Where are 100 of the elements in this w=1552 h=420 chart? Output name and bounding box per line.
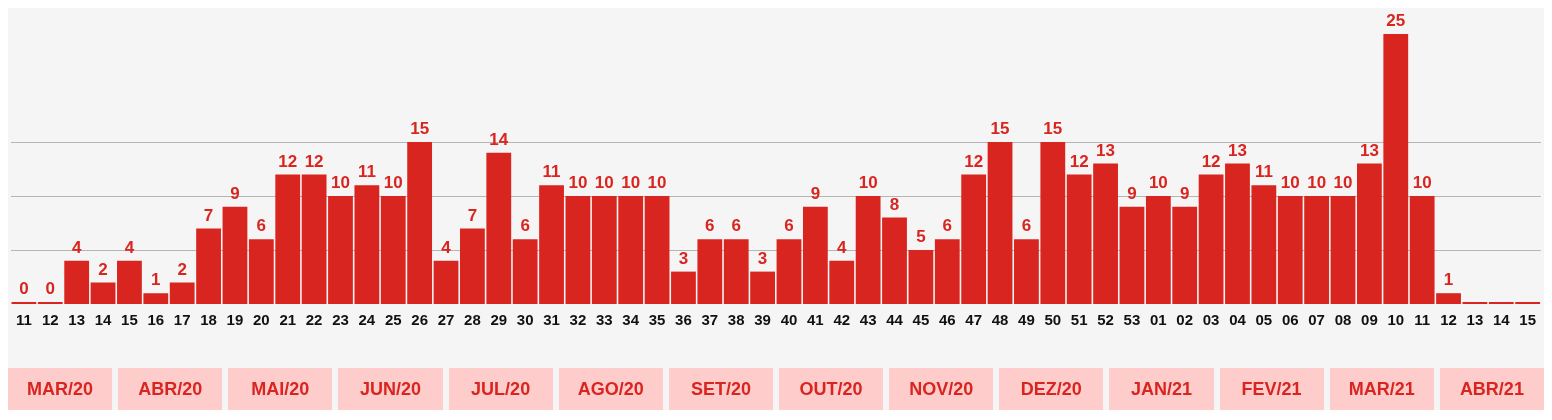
bar: [1119, 206, 1145, 304]
bar: [644, 196, 670, 304]
x-tick-label: 05: [1255, 311, 1273, 329]
x-tick-label: 21: [279, 311, 297, 329]
data-label: 10: [1412, 173, 1432, 193]
x-tick-label: 18: [200, 311, 217, 329]
data-label: 3: [678, 248, 689, 268]
x-tick-label: 19: [226, 311, 244, 329]
x-tick-label: 39: [754, 311, 771, 329]
data-label: 7: [203, 205, 214, 225]
bar: [565, 196, 591, 304]
x-tick-label: 44: [886, 311, 904, 329]
x-tick-label: 51: [1070, 311, 1088, 329]
text: AGO/20: [577, 378, 644, 400]
bar: [90, 282, 116, 304]
data-label: 12: [1069, 151, 1089, 171]
x-tick-label: 07: [1308, 311, 1325, 329]
data-label: 6: [731, 216, 741, 236]
data-label: 25: [1386, 11, 1406, 31]
bar: [987, 142, 1013, 304]
text: JUN/20: [359, 378, 421, 400]
text: JUL/20: [471, 378, 531, 400]
x-tick-label: 09: [1361, 311, 1378, 329]
text: MAR/21: [1348, 378, 1415, 400]
x-tick-label: 43: [859, 311, 877, 329]
data-label: 10: [647, 173, 667, 193]
x-tick-label: 38: [727, 311, 745, 329]
data-label: 15: [990, 119, 1010, 139]
text: JAN/21: [1130, 378, 1192, 400]
data-label: 1: [1443, 270, 1454, 290]
data-label: 10: [594, 173, 614, 193]
x-tick-label: 03: [1202, 311, 1220, 329]
text: MAI/20: [251, 378, 310, 400]
data-label: 7: [467, 205, 478, 225]
data-label: 10: [621, 173, 641, 193]
data-label: 4: [71, 237, 82, 257]
text: FEV/21: [1241, 378, 1302, 400]
x-tick-label: 35: [648, 311, 666, 329]
x-tick-label: 53: [1123, 311, 1141, 329]
x-tick-label: 01: [1149, 311, 1167, 329]
data-label: 4: [124, 237, 135, 257]
x-tick-label: 13: [1466, 311, 1484, 329]
data-label: 2: [177, 259, 187, 279]
x-tick-label: 34: [622, 311, 640, 329]
data-label: 6: [256, 216, 267, 236]
x-tick-label: 48: [991, 311, 1009, 329]
data-label: 10: [858, 173, 878, 193]
data-label: 10: [1333, 173, 1353, 193]
data-label: 8: [889, 194, 900, 214]
data-label: 10: [383, 173, 403, 193]
data-label: 4: [837, 237, 848, 257]
x-tick-label: 40: [780, 311, 798, 329]
x-tick-label: 17: [173, 311, 191, 329]
data-label: 10: [1307, 173, 1327, 193]
x-tick-label: 20: [253, 311, 270, 329]
x-tick-label: 22: [305, 311, 323, 329]
data-label: 14: [489, 129, 509, 149]
data-label: 13: [1228, 140, 1247, 160]
data-label: 13: [1096, 140, 1116, 160]
bar: [1330, 196, 1356, 304]
data-label: 6: [1021, 216, 1032, 236]
x-tick-label: 23: [332, 311, 349, 329]
x-tick-label: 28: [464, 311, 481, 329]
data-label: 11: [357, 162, 376, 182]
text: ABR/21: [1459, 378, 1524, 400]
data-label: 6: [942, 216, 953, 236]
data-label: 3: [757, 248, 768, 268]
x-tick-label: 08: [1334, 311, 1352, 329]
data-label: 5: [916, 227, 926, 247]
data-label: 1: [151, 270, 161, 290]
data-label: 11: [542, 162, 561, 182]
x-tick-label: 32: [569, 311, 587, 329]
x-tick-label: 04: [1229, 311, 1247, 329]
x-tick-label: 26: [411, 311, 428, 329]
x-tick-label: 06: [1281, 311, 1299, 329]
text: OUT/20: [799, 378, 863, 400]
x-tick-label: 15: [121, 311, 138, 329]
data-label: 9: [1127, 183, 1137, 203]
x-tick-label: 10: [1387, 311, 1405, 329]
x-tick-label: 24: [358, 311, 376, 329]
x-tick-label: 15: [1519, 311, 1537, 329]
x-tick-label: 37: [701, 311, 719, 329]
x-tick-label: 13: [68, 311, 86, 329]
data-label: 13: [1359, 140, 1379, 160]
x-tick-label: 30: [516, 311, 534, 329]
text: ABR/20: [138, 378, 203, 400]
data-label: 10: [1280, 173, 1300, 193]
x-tick-label: 27: [437, 311, 455, 329]
bar: [776, 239, 802, 304]
data-label: 10: [331, 173, 350, 193]
data-label: 15: [410, 119, 430, 139]
x-tick-label: 47: [965, 311, 982, 329]
data-label: 12: [304, 151, 324, 171]
data-label: 6: [784, 216, 794, 236]
x-tick-label: 45: [912, 311, 930, 329]
x-tick-label: 02: [1176, 311, 1194, 329]
bar: [433, 260, 459, 304]
x-tick-label: 16: [147, 311, 165, 329]
data-label: 12: [278, 151, 298, 171]
x-tick-label: 36: [675, 311, 692, 329]
